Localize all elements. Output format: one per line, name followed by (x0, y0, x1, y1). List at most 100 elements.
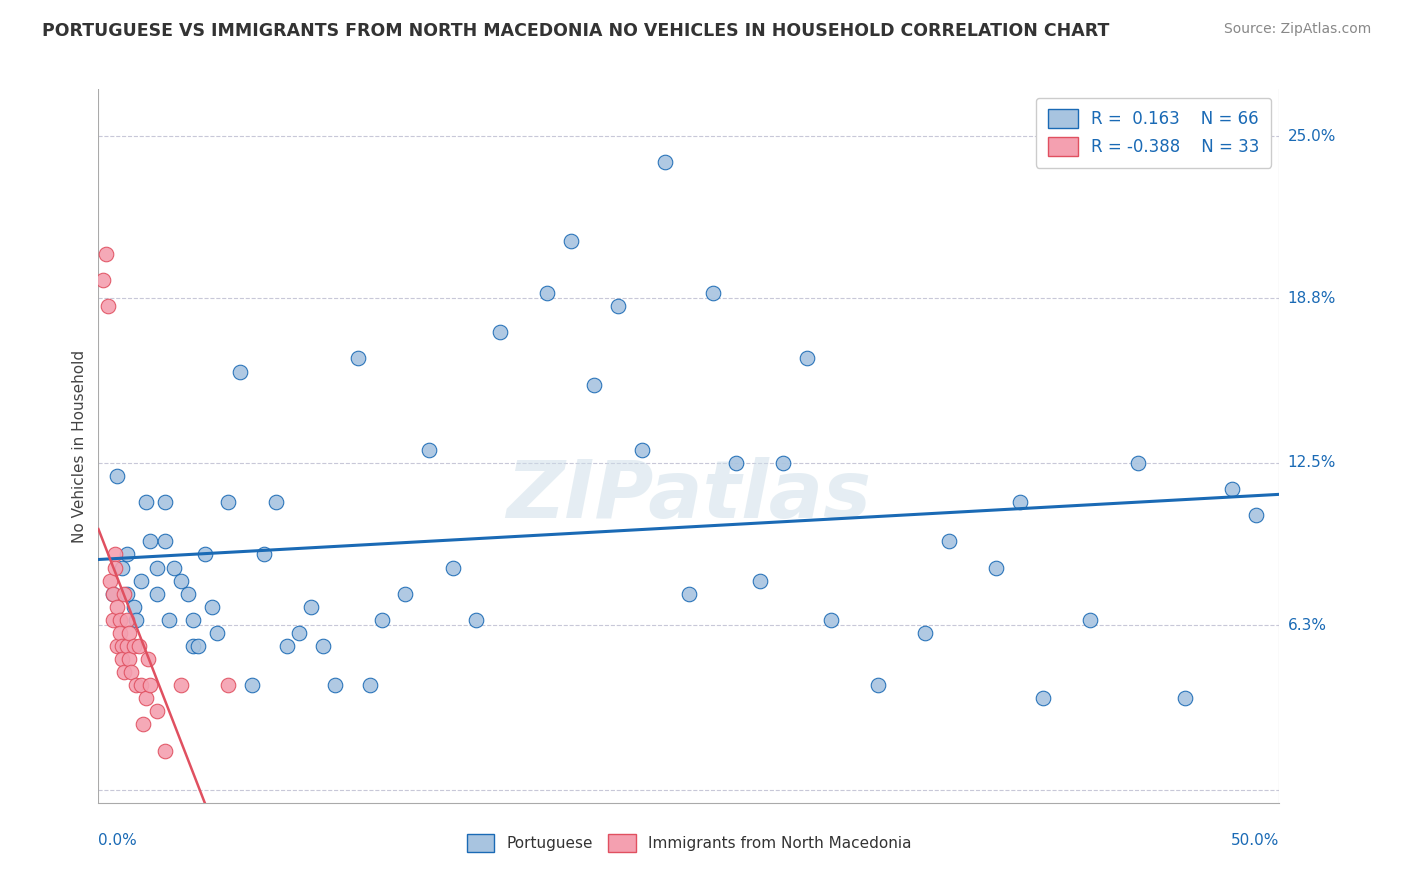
Text: 50.0%: 50.0% (1232, 833, 1279, 848)
Point (465, 613, 488, 627)
Point (170, 574, 193, 588)
Point (187, 639, 209, 653)
Point (115, 548, 138, 562)
Point (299, 599, 322, 614)
Point (122, 599, 145, 614)
Text: 25.0%: 25.0% (1288, 128, 1336, 144)
Point (820, 613, 842, 627)
Point (153, 743, 176, 757)
Point (157, 613, 180, 627)
Point (347, 351, 370, 366)
Point (163, 560, 186, 574)
Point (118, 626, 141, 640)
Point (118, 652, 141, 666)
Point (105, 469, 128, 483)
Point (115, 587, 138, 601)
Point (725, 456, 748, 470)
Point (146, 560, 169, 574)
Point (201, 599, 224, 614)
Point (702, 286, 724, 301)
Point (312, 639, 335, 653)
Point (560, 234, 582, 248)
Point (115, 639, 138, 653)
Point (177, 587, 200, 601)
Point (229, 364, 252, 378)
Point (607, 299, 630, 313)
Point (748, 574, 770, 588)
Point (153, 534, 176, 549)
Point (217, 678, 239, 692)
Text: 18.8%: 18.8% (1288, 291, 1336, 306)
Point (276, 639, 298, 653)
Point (323, 678, 346, 692)
Point (128, 639, 150, 653)
Point (135, 691, 157, 706)
Point (181, 639, 204, 653)
Point (654, 155, 676, 169)
Point (536, 286, 558, 301)
Point (394, 587, 416, 601)
Point (583, 377, 606, 392)
Point (111, 560, 134, 574)
Point (108, 613, 131, 627)
Point (105, 599, 128, 614)
Point (866, 678, 889, 692)
Point (288, 626, 311, 640)
Point (630, 442, 652, 457)
Point (170, 678, 193, 692)
Point (146, 587, 169, 601)
Point (129, 574, 152, 588)
Text: 12.5%: 12.5% (1288, 456, 1336, 470)
Point (125, 613, 148, 627)
Text: PORTUGUESE VS IMMIGRANTS FROM NORTH MACEDONIA NO VEHICLES IN HOUSEHOLD CORRELATI: PORTUGUESE VS IMMIGRANTS FROM NORTH MACE… (42, 22, 1109, 40)
Point (111, 639, 134, 653)
Point (101, 587, 124, 601)
Point (205, 626, 228, 640)
Point (97, 299, 120, 313)
Point (264, 495, 287, 509)
Y-axis label: No Vehicles in Household: No Vehicles in Household (72, 350, 87, 542)
Point (441, 560, 464, 574)
Point (115, 613, 138, 627)
Point (104, 560, 127, 574)
Point (112, 665, 135, 679)
Point (101, 587, 124, 601)
Point (938, 534, 960, 549)
Point (489, 326, 512, 340)
Point (418, 442, 440, 457)
Point (105, 639, 128, 653)
Point (194, 548, 217, 562)
Point (108, 626, 131, 640)
Point (122, 639, 145, 653)
Point (1220, 482, 1243, 496)
Point (94, 247, 117, 261)
Point (104, 548, 127, 562)
Point (132, 717, 155, 731)
Point (984, 560, 1007, 574)
Point (139, 678, 162, 692)
Point (136, 652, 159, 666)
Text: 6.3%: 6.3% (1288, 617, 1327, 632)
Text: ZIPatlas: ZIPatlas (506, 457, 872, 535)
Point (253, 548, 276, 562)
Legend: Portuguese, Immigrants from North Macedonia: Portuguese, Immigrants from North Macedo… (458, 827, 920, 859)
Point (796, 351, 818, 366)
Point (371, 613, 394, 627)
Point (678, 587, 700, 601)
Point (1244, 508, 1267, 523)
Point (101, 613, 124, 627)
Point (772, 456, 794, 470)
Point (129, 678, 152, 692)
Point (91, 273, 114, 287)
Point (111, 652, 134, 666)
Text: 0.0%: 0.0% (98, 833, 138, 848)
Point (181, 613, 204, 627)
Point (914, 626, 936, 640)
Text: Source: ZipAtlas.com: Source: ZipAtlas.com (1223, 22, 1371, 37)
Point (153, 495, 176, 509)
Point (98, 574, 121, 588)
Point (121, 665, 143, 679)
Point (139, 534, 162, 549)
Point (1174, 691, 1197, 706)
Point (112, 587, 135, 601)
